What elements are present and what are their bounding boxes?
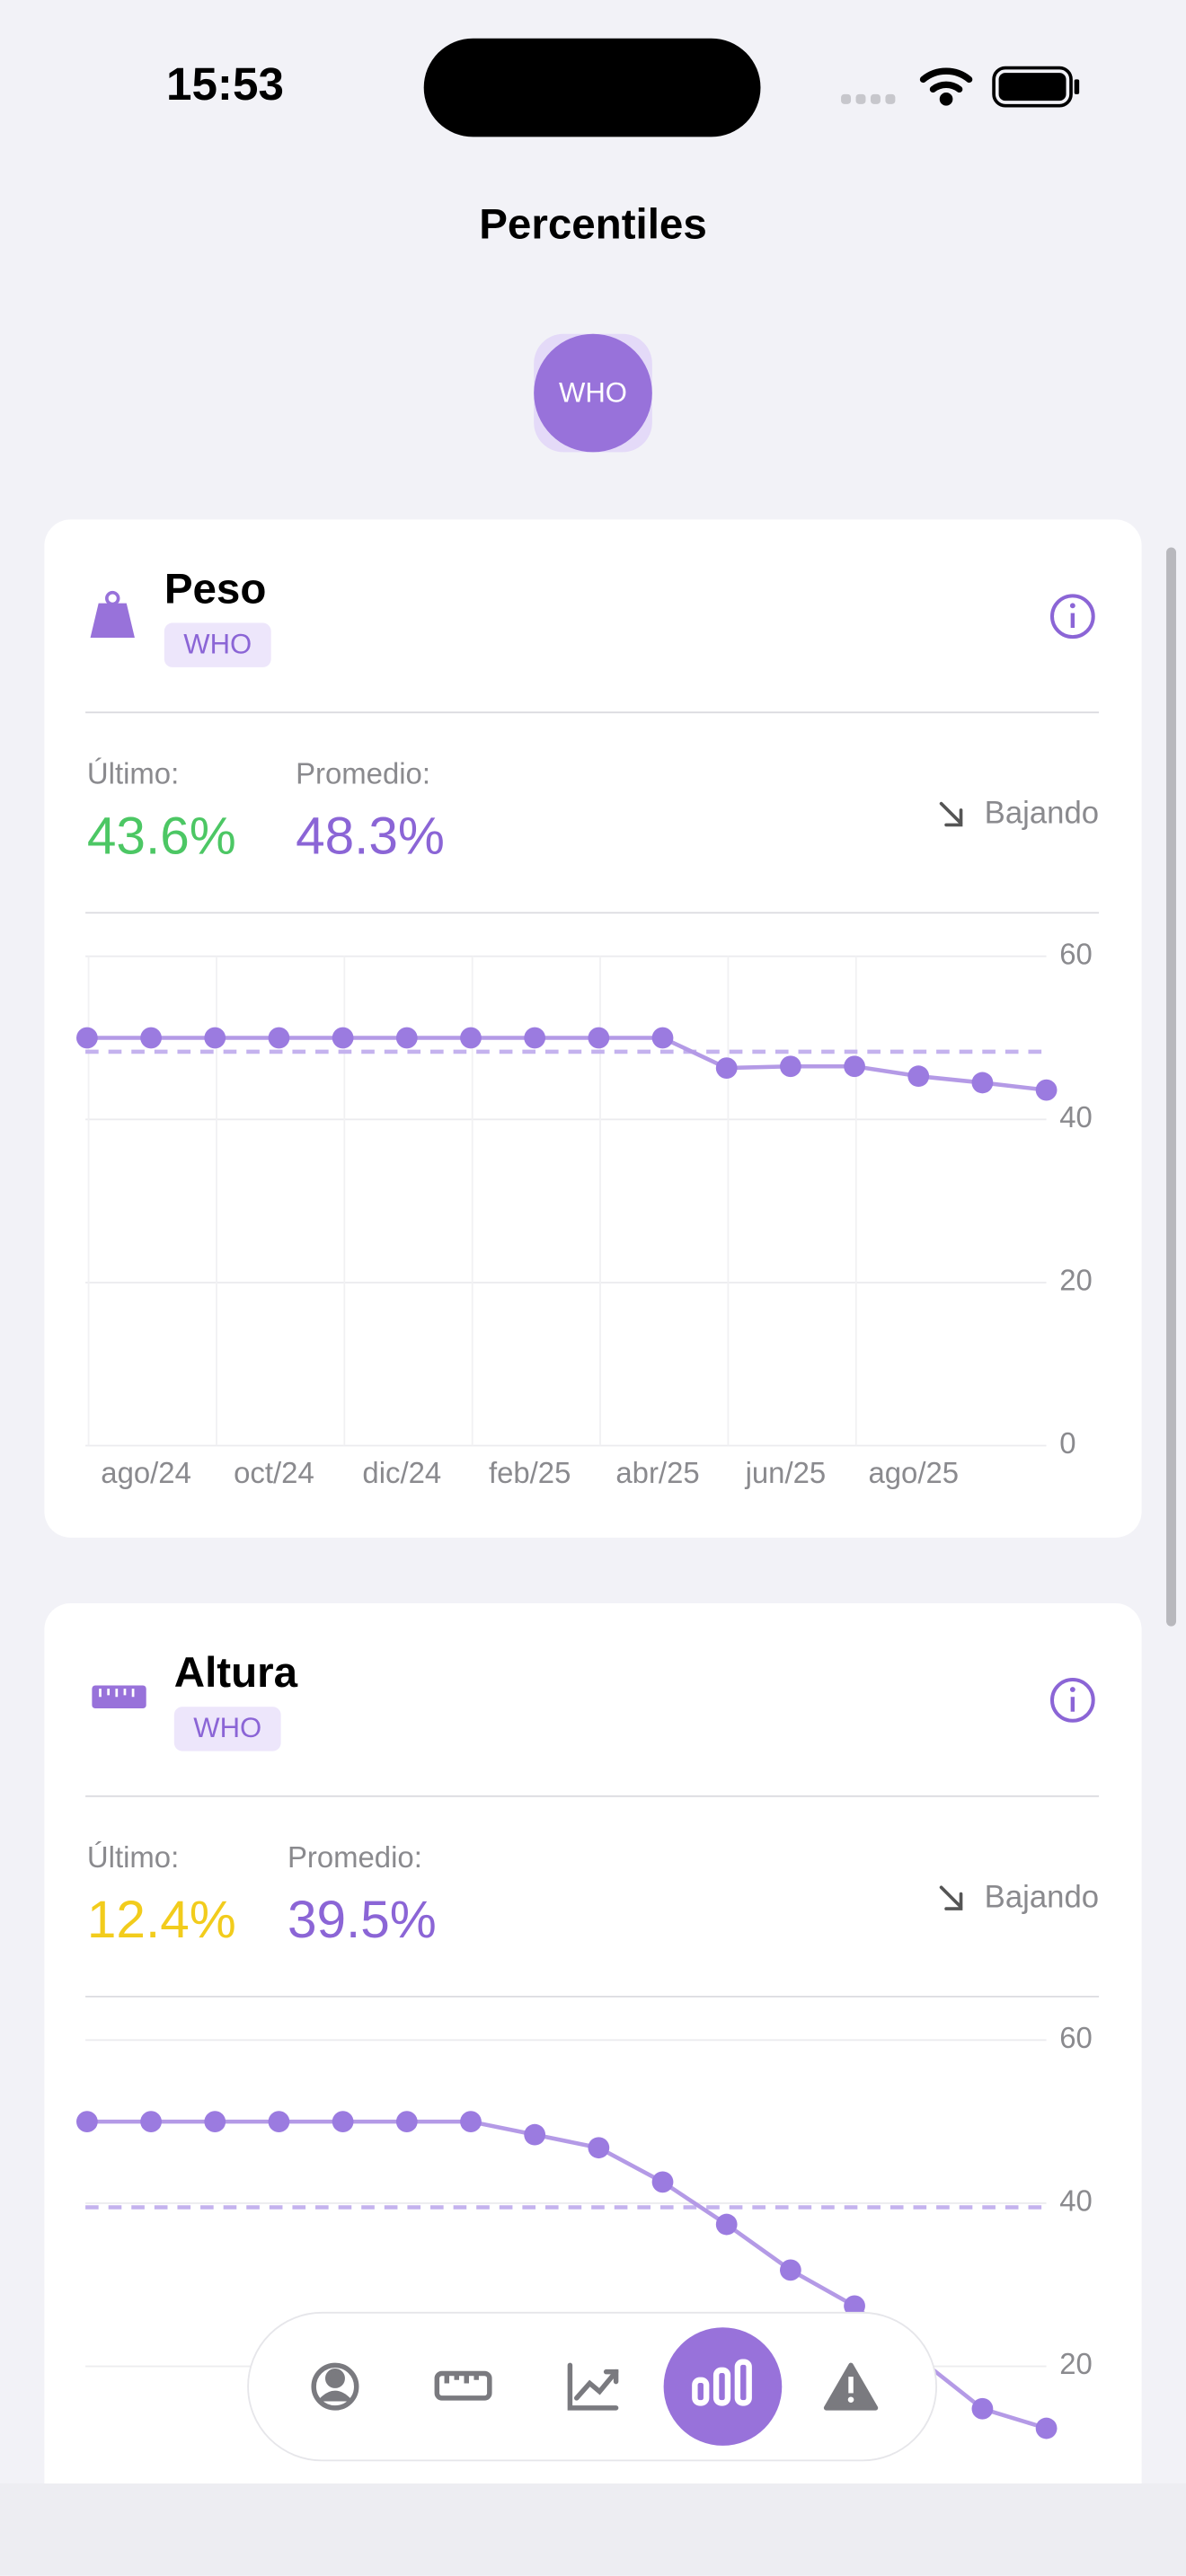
x-tick-label: feb/25 bbox=[489, 1456, 571, 1489]
data-point bbox=[268, 2111, 290, 2133]
info-dot-top bbox=[1069, 1687, 1075, 1692]
trend-arrow bbox=[939, 1885, 963, 1910]
status-time: 15:53 bbox=[166, 58, 284, 110]
card-background bbox=[44, 1603, 1142, 2483]
average-label: Promedio: bbox=[296, 756, 430, 790]
last-label: Último: bbox=[87, 1840, 179, 1874]
data-point bbox=[844, 1055, 865, 1078]
data-point bbox=[1035, 1079, 1058, 1101]
info-button[interactable] bbox=[1049, 594, 1095, 640]
y-tick-label: 40 bbox=[1059, 1100, 1093, 1134]
tab-profile[interactable] bbox=[311, 2362, 359, 2411]
info-dot-top bbox=[1069, 603, 1075, 609]
x-tick-label: oct/24 bbox=[234, 1456, 314, 1489]
badge: WHO bbox=[193, 1712, 261, 1743]
data-point bbox=[524, 1027, 546, 1049]
data-point bbox=[1035, 2417, 1058, 2439]
data-point bbox=[332, 1027, 354, 1049]
tab-growth[interactable] bbox=[567, 2362, 619, 2411]
x-tick-label: ago/25 bbox=[868, 1456, 959, 1489]
average-value: 48.3% bbox=[296, 807, 445, 865]
data-point bbox=[460, 1027, 482, 1049]
wifi-icon bbox=[919, 67, 973, 106]
data-point bbox=[844, 2295, 865, 2317]
ruler-icon-marks bbox=[99, 1689, 135, 1698]
data-point bbox=[204, 2111, 226, 2133]
data-point bbox=[140, 2111, 162, 2133]
tab-alerts[interactable] bbox=[823, 2362, 879, 2411]
card: Altura WHO Último: 12.4% Promedio: 39.5% Bajan… bbox=[44, 1603, 1142, 2483]
trend-arrow bbox=[939, 801, 963, 827]
data-point bbox=[395, 2111, 418, 2133]
y-tick-label: 60 bbox=[1059, 937, 1093, 970]
data-point bbox=[779, 1055, 801, 1078]
tab-percentiles-icon bbox=[692, 2359, 752, 2406]
data-point bbox=[588, 2137, 610, 2159]
badge: WHO bbox=[183, 628, 252, 659]
y-tick-label: 20 bbox=[1059, 1264, 1093, 1297]
scrollbar bbox=[1166, 547, 1177, 1627]
data-point bbox=[204, 1027, 226, 1049]
x-tick-label: ago/24 bbox=[101, 1456, 191, 1489]
signal-icon bbox=[841, 93, 896, 104]
data-point bbox=[268, 1027, 290, 1049]
screen-title: Percentiles bbox=[479, 201, 707, 249]
data-point bbox=[779, 2259, 801, 2281]
data-point bbox=[651, 2171, 674, 2193]
average-label: Promedio: bbox=[288, 1840, 422, 1874]
card-background bbox=[44, 519, 1142, 1538]
data-point bbox=[588, 1027, 610, 1049]
data-point bbox=[907, 1065, 930, 1088]
chart: 0 20 40 60 ago/24 oct/24 dic/24 feb/25 abr/25 jun… bbox=[76, 937, 1093, 1489]
x-tick-label: jun/25 bbox=[745, 1456, 827, 1489]
data-point bbox=[971, 2397, 994, 2420]
x-tick-label: dic/24 bbox=[362, 1456, 441, 1489]
average-value: 39.5% bbox=[288, 1891, 437, 1949]
data-point bbox=[715, 2213, 738, 2236]
data-point bbox=[76, 1027, 98, 1049]
trend-label: Bajando bbox=[985, 797, 1099, 831]
info-dot bbox=[1070, 613, 1075, 629]
info-button[interactable] bbox=[1049, 1678, 1095, 1723]
content: Peso WHO Último: 43.6% Promedio: 48.3% Bajando… bbox=[44, 519, 1142, 2483]
data-point bbox=[715, 1057, 738, 1079]
y-tick-label: 0 bbox=[1059, 1426, 1075, 1460]
card-title: Altura bbox=[174, 1649, 298, 1697]
badge-background bbox=[164, 622, 271, 667]
battery-icon bbox=[992, 66, 1080, 108]
card-title: Peso bbox=[164, 565, 267, 613]
tab-bar bbox=[247, 2311, 938, 2462]
bottom-area bbox=[0, 2483, 1186, 2576]
weight-icon bbox=[90, 603, 135, 639]
data-point bbox=[971, 1072, 994, 1094]
series-line bbox=[86, 1036, 1047, 1092]
tab-measures[interactable] bbox=[434, 2370, 492, 2401]
tab-percentiles[interactable] bbox=[663, 2327, 783, 2446]
dynamic-island bbox=[423, 38, 761, 137]
data-point bbox=[651, 1027, 674, 1049]
data-point bbox=[76, 2111, 98, 2133]
last-value: 43.6% bbox=[87, 807, 236, 865]
y-tick-label: 20 bbox=[1059, 2347, 1093, 2380]
weight-icon-ring bbox=[105, 590, 120, 606]
data-point bbox=[524, 2123, 546, 2146]
card: Peso WHO Último: 43.6% Promedio: 48.3% Bajando bbox=[44, 519, 1142, 1538]
source-button[interactable] bbox=[534, 333, 652, 453]
data-point bbox=[395, 1027, 418, 1049]
trend-label: Bajando bbox=[985, 1880, 1099, 1914]
source-button-label[interactable]: WHO bbox=[559, 377, 627, 409]
info-dot bbox=[1070, 1697, 1075, 1712]
y-tick-label: 40 bbox=[1059, 2184, 1093, 2218]
y-tick-label: 60 bbox=[1059, 2021, 1093, 2054]
data-point bbox=[140, 1027, 162, 1049]
data-point bbox=[460, 2111, 482, 2133]
badge-background bbox=[173, 1707, 281, 1751]
last-value: 12.4% bbox=[87, 1891, 236, 1949]
last-label: Último: bbox=[87, 756, 179, 790]
data-point bbox=[332, 2111, 354, 2133]
x-tick-label: abr/25 bbox=[615, 1456, 699, 1489]
